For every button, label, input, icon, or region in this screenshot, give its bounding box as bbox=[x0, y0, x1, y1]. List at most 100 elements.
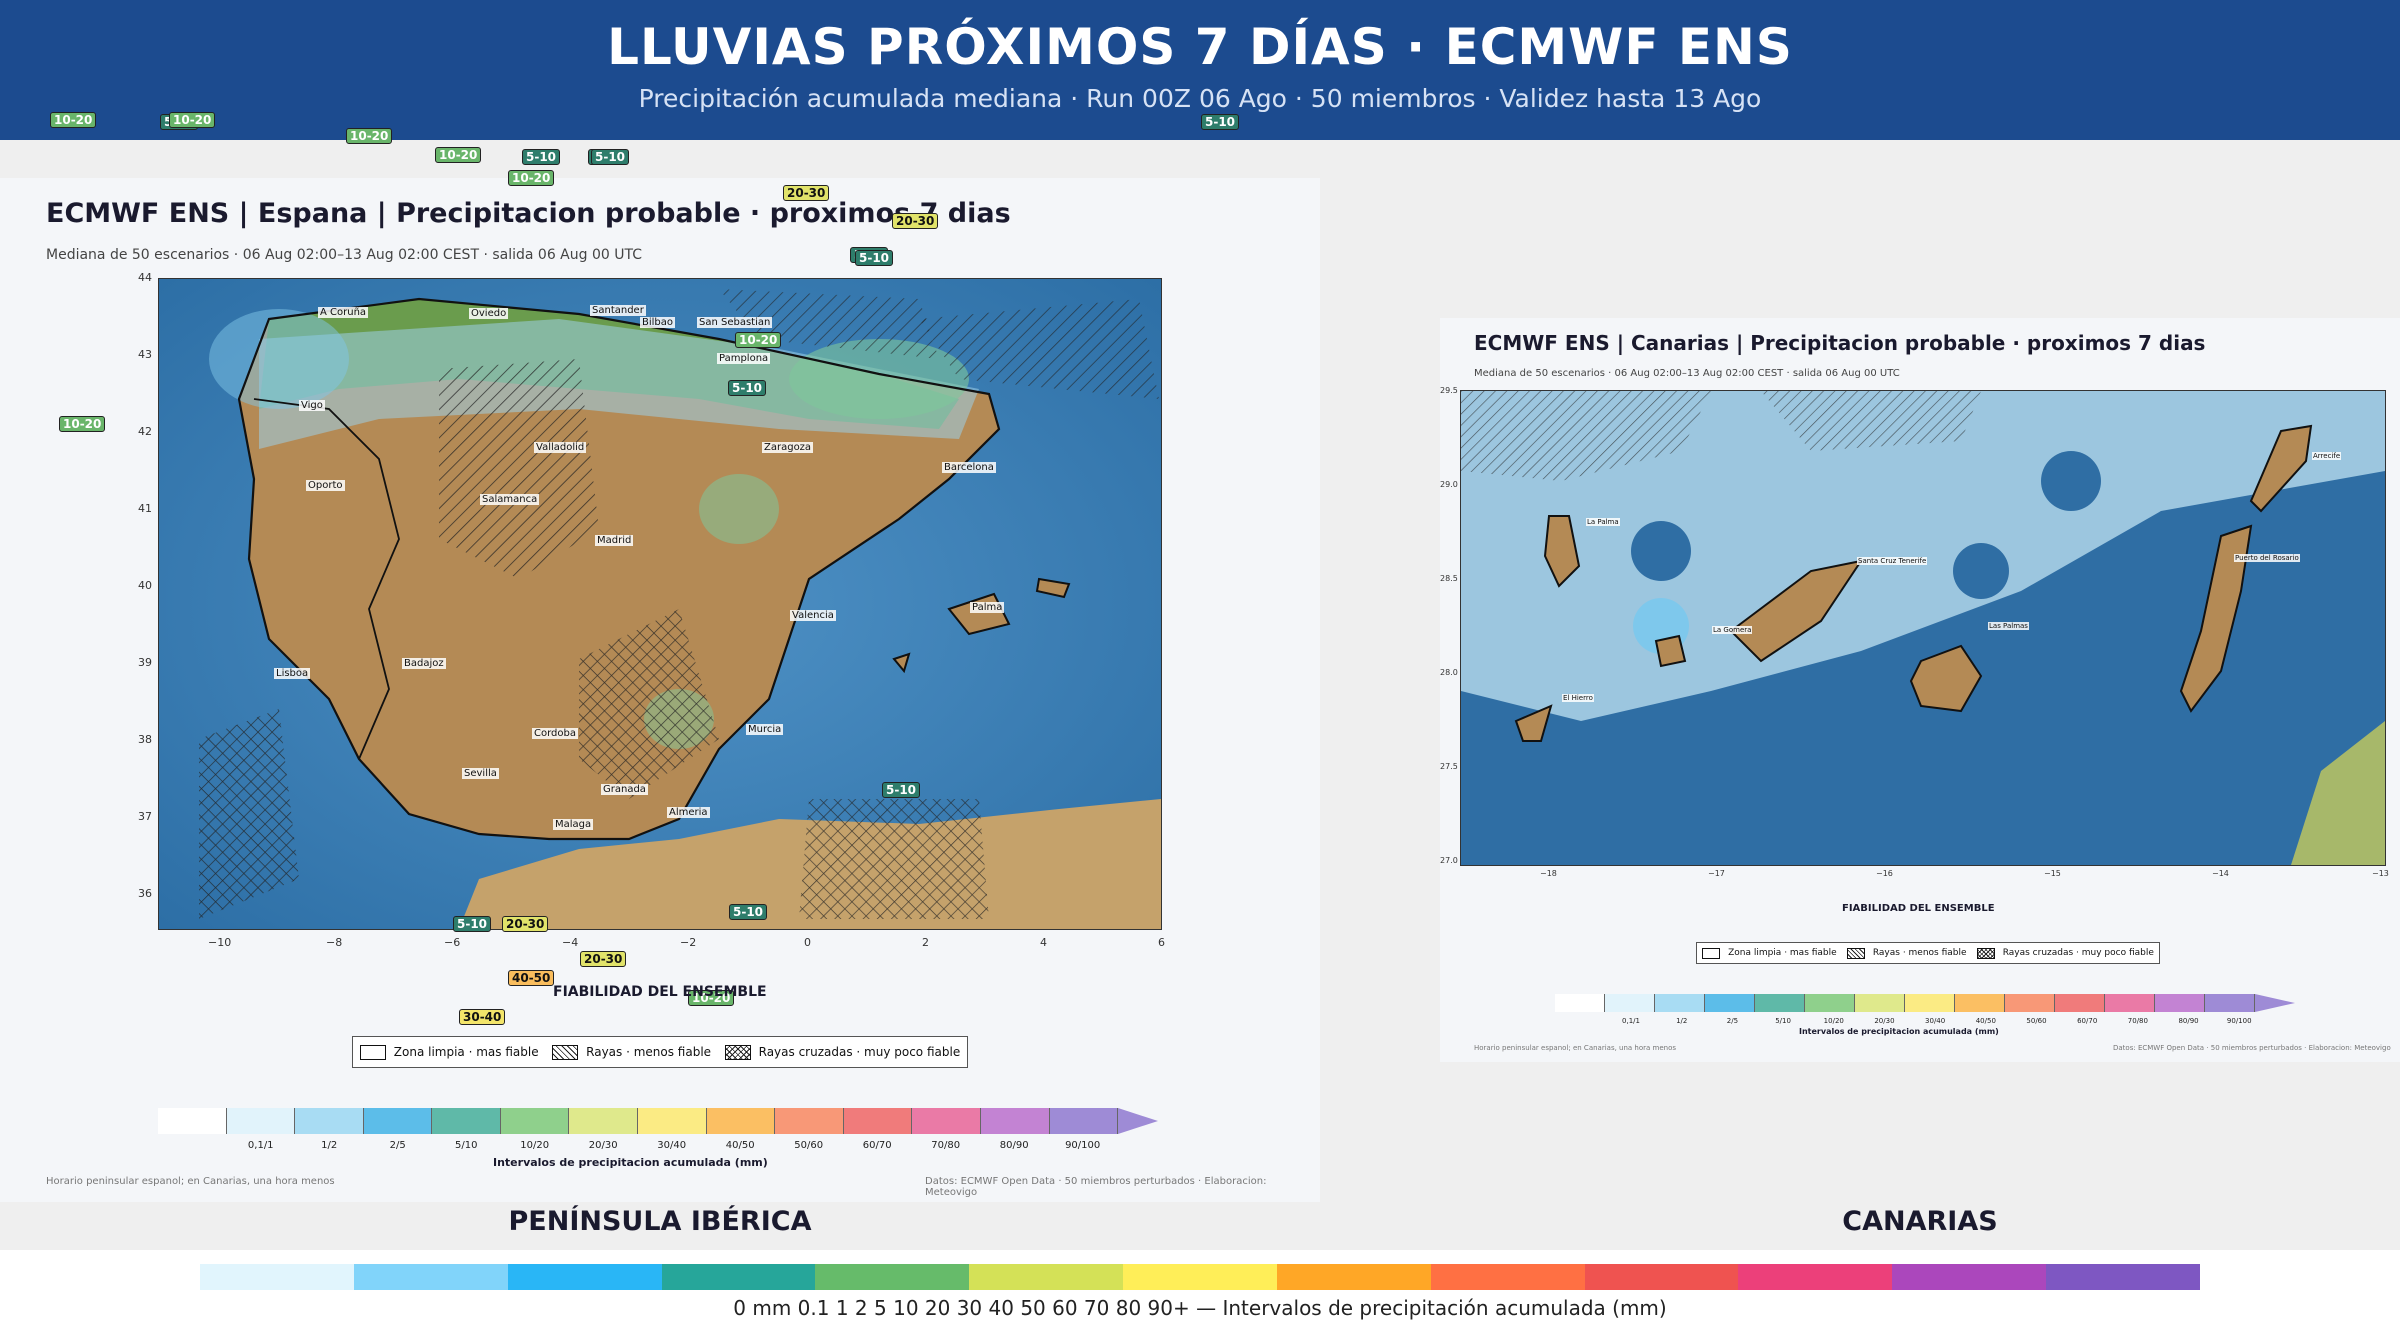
colorbar-segment bbox=[1805, 994, 1855, 1012]
bottom-colorbar-segment bbox=[507, 1264, 662, 1290]
hatch-swatch-icon bbox=[1846, 947, 1865, 959]
city-label: Las Palmas bbox=[1988, 622, 2029, 630]
colorbar-arrow-icon bbox=[2255, 994, 2295, 1012]
lat-tick: 44 bbox=[138, 271, 152, 284]
city-label: Salamanca bbox=[480, 494, 540, 505]
city-label: Valladolid bbox=[534, 442, 587, 453]
canarias-fiabilidad-title: FIABILIDAD DEL ENSEMBLE bbox=[1842, 903, 1995, 914]
city-label: La Palma bbox=[1586, 518, 1620, 526]
colorbar-label: 40/50 bbox=[1975, 1017, 1996, 1025]
iberia-panel: ECMWF ENS | Espana | Precipitacion proba… bbox=[0, 112, 1320, 1202]
colorbar-segment bbox=[158, 1108, 227, 1134]
lon-tick: 4 bbox=[1040, 936, 1047, 949]
colorbar-label: 50/60 bbox=[794, 1140, 824, 1151]
precip-badge: 10-20 bbox=[688, 990, 735, 1006]
iberia-map-canvas bbox=[159, 279, 1161, 929]
city-label: Cordoba bbox=[532, 728, 578, 739]
lon-tick: −8 bbox=[326, 936, 343, 949]
lon-tick: −14 bbox=[2212, 869, 2229, 878]
precip-badge: 10-20 bbox=[435, 147, 482, 163]
colorbar-segment bbox=[1855, 994, 1905, 1012]
colorbar-segment bbox=[1955, 994, 2005, 1012]
colorbar-label: 0,1/1 bbox=[1622, 1017, 1640, 1025]
lat-tick: 36 bbox=[138, 887, 152, 900]
canarias-map-subtitle: Mediana de 50 escenarios · 06 Aug 02:00–… bbox=[1474, 368, 1900, 379]
colorbar-segment bbox=[2105, 994, 2155, 1012]
precip-badge: 10-20 bbox=[735, 332, 782, 348]
iberia-map[interactable] bbox=[158, 278, 1162, 930]
city-label: Santander bbox=[590, 305, 646, 316]
lon-tick: 6 bbox=[1158, 936, 1165, 949]
city-label: Lisboa bbox=[274, 668, 311, 679]
colorbar-segment bbox=[638, 1108, 707, 1134]
colorbar-label: 2/5 bbox=[1726, 1017, 1739, 1025]
bottom-colorbar-segment bbox=[353, 1264, 508, 1290]
precip-badge: 20-30 bbox=[892, 213, 939, 229]
city-label: El Hierro bbox=[1562, 694, 1594, 702]
bottom-colorbar-segment bbox=[1123, 1264, 1277, 1290]
page-title: LLUVIAS PRÓXIMOS 7 DÍAS · ECMWF ENS bbox=[607, 18, 1793, 76]
colorbar-label: 10/20 bbox=[1823, 1017, 1844, 1025]
page-header: LLUVIAS PRÓXIMOS 7 DÍAS · ECMWF ENS Prec… bbox=[0, 0, 2400, 140]
lon-tick: −17 bbox=[1708, 869, 1725, 878]
colorbar-label: 1/2 bbox=[1676, 1017, 1688, 1025]
iberia-footnote-left: Horario peninsular espanol; en Canarias,… bbox=[46, 1176, 335, 1187]
colorbar-label: 80/90 bbox=[999, 1140, 1029, 1151]
canarias-map[interactable] bbox=[1460, 390, 2386, 866]
colorbar-segment bbox=[2155, 994, 2205, 1012]
city-label: Valencia bbox=[790, 610, 836, 621]
city-label: Santa Cruz Tenerife bbox=[1857, 557, 1928, 565]
lon-tick: −15 bbox=[2044, 869, 2061, 878]
precip-badge: 5-10 bbox=[522, 149, 561, 165]
legend-label: Rayas · menos fiable bbox=[586, 1045, 712, 1059]
colorbar-segment bbox=[569, 1108, 639, 1134]
colorbar-segment bbox=[1655, 994, 1705, 1012]
iberia-map-subtitle: Mediana de 50 escenarios · 06 Aug 02:00–… bbox=[46, 247, 642, 263]
bottom-colorbar-segment bbox=[661, 1264, 816, 1290]
iberia-map-title: ECMWF ENS | Espana | Precipitacion proba… bbox=[46, 198, 1011, 229]
canarias-region-label: CANARIAS bbox=[1842, 1206, 1998, 1237]
colorbar-label: 50/60 bbox=[2026, 1017, 2047, 1025]
colorbar-segment bbox=[706, 1108, 776, 1134]
precip-badge: 5-10 bbox=[453, 916, 492, 932]
canarias-map-canvas bbox=[1461, 391, 2385, 865]
city-label: Bilbao bbox=[640, 317, 676, 328]
colorbar-segment bbox=[500, 1108, 570, 1134]
colorbar-label: 90/100 bbox=[1065, 1140, 1101, 1151]
city-label: Almeria bbox=[667, 807, 710, 818]
colorbar-segment bbox=[226, 1108, 296, 1134]
precip-badge: 20-30 bbox=[580, 951, 627, 967]
colorbar-segment bbox=[2055, 994, 2105, 1012]
city-label: Granada bbox=[601, 784, 648, 795]
city-label: Murcia bbox=[746, 724, 784, 735]
colorbar-segment bbox=[775, 1108, 844, 1134]
bottom-colorbar-segment bbox=[1738, 1264, 1893, 1290]
city-label: Malaga bbox=[553, 819, 594, 830]
precip-badge: 5-10 bbox=[729, 904, 768, 920]
bottom-colorbar-segment bbox=[815, 1264, 970, 1290]
city-label: San Sebastian bbox=[697, 317, 773, 328]
colorbar-label: 20/30 bbox=[588, 1140, 618, 1151]
bottom-colorbar bbox=[200, 1264, 2200, 1290]
city-label: Pamplona bbox=[717, 353, 771, 364]
lat-tick: 29.0 bbox=[1440, 480, 1458, 489]
iberia-colorbar-title: Intervalos de precipitacion acumulada (m… bbox=[493, 1156, 768, 1169]
lat-tick: 38 bbox=[138, 733, 152, 746]
precip-badge: 20-30 bbox=[783, 185, 830, 201]
legend-item-hatch: Rayas · menos fiable bbox=[1846, 947, 1967, 959]
lat-tick: 43 bbox=[138, 348, 152, 361]
city-label: Oporto bbox=[306, 480, 345, 491]
legend-label: Rayas · menos fiable bbox=[1872, 948, 1967, 958]
precip-badge: 10-20 bbox=[169, 112, 216, 128]
precip-badge: 5-10 bbox=[882, 782, 921, 798]
colorbar-segment bbox=[843, 1108, 913, 1134]
city-label: Sevilla bbox=[462, 768, 499, 779]
bottom-colorbar-scale: 0 mm 0.1 1 2 5 10 20 30 40 50 60 70 80 9… bbox=[733, 1296, 1667, 1320]
lon-tick: −2 bbox=[680, 936, 697, 949]
clean-swatch-icon bbox=[1702, 947, 1721, 959]
city-label: Badajoz bbox=[402, 658, 446, 669]
colorbar-label: 60/70 bbox=[2077, 1017, 2098, 1025]
lat-tick: 27.5 bbox=[1440, 762, 1458, 771]
colorbar-segment bbox=[1555, 994, 1605, 1012]
lon-tick: −10 bbox=[208, 936, 232, 949]
